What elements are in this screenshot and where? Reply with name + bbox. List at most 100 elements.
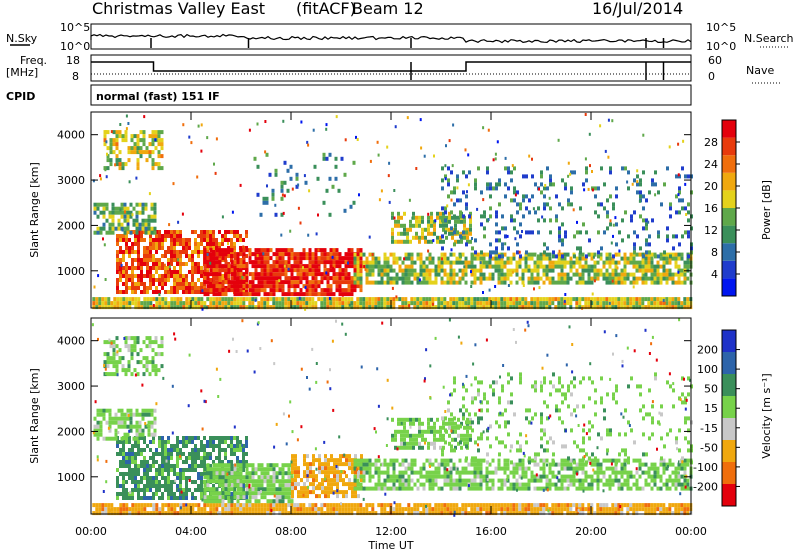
heatmap-cell	[254, 487, 258, 492]
heatmap-cell	[251, 297, 255, 302]
heatmap-cell	[371, 507, 375, 512]
heatmap-cell	[227, 475, 231, 480]
heatmap-cell	[491, 276, 495, 281]
heatmap-cell	[260, 301, 264, 306]
heatmap-cell	[227, 242, 229, 246]
heatmap-cell	[454, 227, 457, 232]
heatmap-cell	[245, 248, 249, 253]
heatmap-cell	[397, 211, 400, 216]
heatmap-cell	[170, 258, 173, 262]
cpid-label: CPID	[6, 90, 35, 103]
heatmap-cell	[266, 491, 270, 496]
heatmap-cell	[170, 250, 173, 254]
heatmap-cell	[368, 260, 372, 265]
heatmap-cell	[233, 250, 236, 254]
heatmap-cell	[317, 213, 319, 217]
heatmap-cell	[197, 452, 200, 456]
heatmap-cell	[395, 260, 399, 265]
heatmap-cell	[409, 239, 412, 244]
heatmap-cell	[668, 276, 672, 281]
heatmap-cell	[336, 482, 339, 487]
heatmap-cell	[510, 218, 513, 223]
heatmap-cell	[120, 420, 124, 425]
heatmap-cell	[221, 234, 224, 238]
heatmap-cell	[134, 305, 138, 310]
heatmap-cell	[182, 452, 185, 456]
heatmap-cell	[256, 164, 260, 169]
heatmap-cell	[542, 264, 546, 269]
heatmap-cell	[149, 254, 152, 258]
heatmap-cell	[122, 250, 125, 254]
heatmap-cell	[665, 297, 669, 302]
heatmap-cell	[182, 460, 185, 464]
heatmap-cell	[413, 305, 417, 310]
heatmap-cell	[188, 297, 192, 302]
heatmap-cell	[257, 475, 261, 480]
heatmap-cell	[620, 256, 624, 261]
heatmap-cell	[209, 282, 212, 286]
heatmap-cell	[519, 234, 522, 239]
heatmap-cell	[284, 276, 288, 281]
heatmap-cell	[680, 503, 684, 508]
heatmap-cell	[494, 511, 498, 516]
heatmap-cell	[209, 456, 212, 460]
heatmap-cell	[636, 234, 639, 239]
heatmap-cell	[687, 202, 690, 207]
heatmap-cell	[143, 246, 146, 250]
heatmap-cell	[554, 280, 558, 285]
heatmap-cell	[281, 288, 285, 293]
heatmap-cell	[662, 276, 666, 281]
heatmap-cell	[161, 246, 164, 250]
heatmap-cell	[176, 242, 179, 246]
heatmap-cell	[491, 301, 495, 306]
heatmap-cell	[642, 226, 645, 231]
heatmap-cell	[560, 507, 564, 512]
heatmap-cell	[421, 235, 424, 240]
heatmap-cell	[575, 272, 579, 277]
heatmap-cell	[479, 297, 483, 302]
heatmap-cell	[108, 210, 112, 215]
heatmap-cell	[506, 268, 510, 273]
heatmap-cell	[374, 280, 378, 285]
colorbar-segment	[722, 190, 736, 208]
heatmap-cell	[239, 252, 243, 257]
heatmap-cell	[139, 150, 143, 155]
heatmap-cell	[125, 460, 128, 464]
heatmap-cell	[251, 511, 255, 516]
heatmap-cell	[278, 279, 281, 283]
heatmap-cell	[518, 301, 522, 306]
heatmap-cell	[515, 297, 519, 302]
heatmap-cell	[173, 250, 176, 254]
heatmap-cell	[136, 146, 140, 151]
heatmap-cell	[209, 440, 212, 444]
heatmap-cell	[480, 222, 483, 227]
heatmap-cell	[350, 256, 354, 261]
heatmap-cell	[347, 507, 351, 512]
heatmap-cell	[96, 428, 100, 433]
freq-label-line2: [MHz]	[6, 66, 38, 79]
heatmap-cell	[218, 511, 222, 516]
heatmap-cell	[215, 276, 219, 281]
heatmap-cell	[446, 260, 450, 265]
heatmap-cell	[504, 234, 507, 239]
heatmap-cell	[596, 305, 600, 310]
heatmap-cell	[350, 252, 354, 257]
heatmap-cell	[389, 503, 393, 508]
heatmap-cell	[486, 186, 489, 191]
heatmap-cell	[677, 280, 681, 285]
heatmap-cell	[245, 297, 249, 302]
heatmap-cell	[356, 297, 360, 302]
heatmap-cell	[155, 262, 158, 266]
heatmap-cell	[407, 276, 411, 281]
heatmap-cell	[140, 436, 143, 440]
heatmap-cell	[230, 452, 233, 456]
heatmap-cell	[359, 305, 363, 310]
heatmap-cell	[415, 231, 418, 236]
heatmap-cell	[377, 256, 381, 261]
heatmap-cell	[354, 490, 357, 495]
heatmap-cell	[383, 503, 387, 508]
heatmap-cell	[284, 487, 288, 492]
heatmap-cell	[281, 303, 284, 307]
heatmap-cell	[436, 235, 439, 240]
heatmap-cell	[113, 511, 117, 516]
